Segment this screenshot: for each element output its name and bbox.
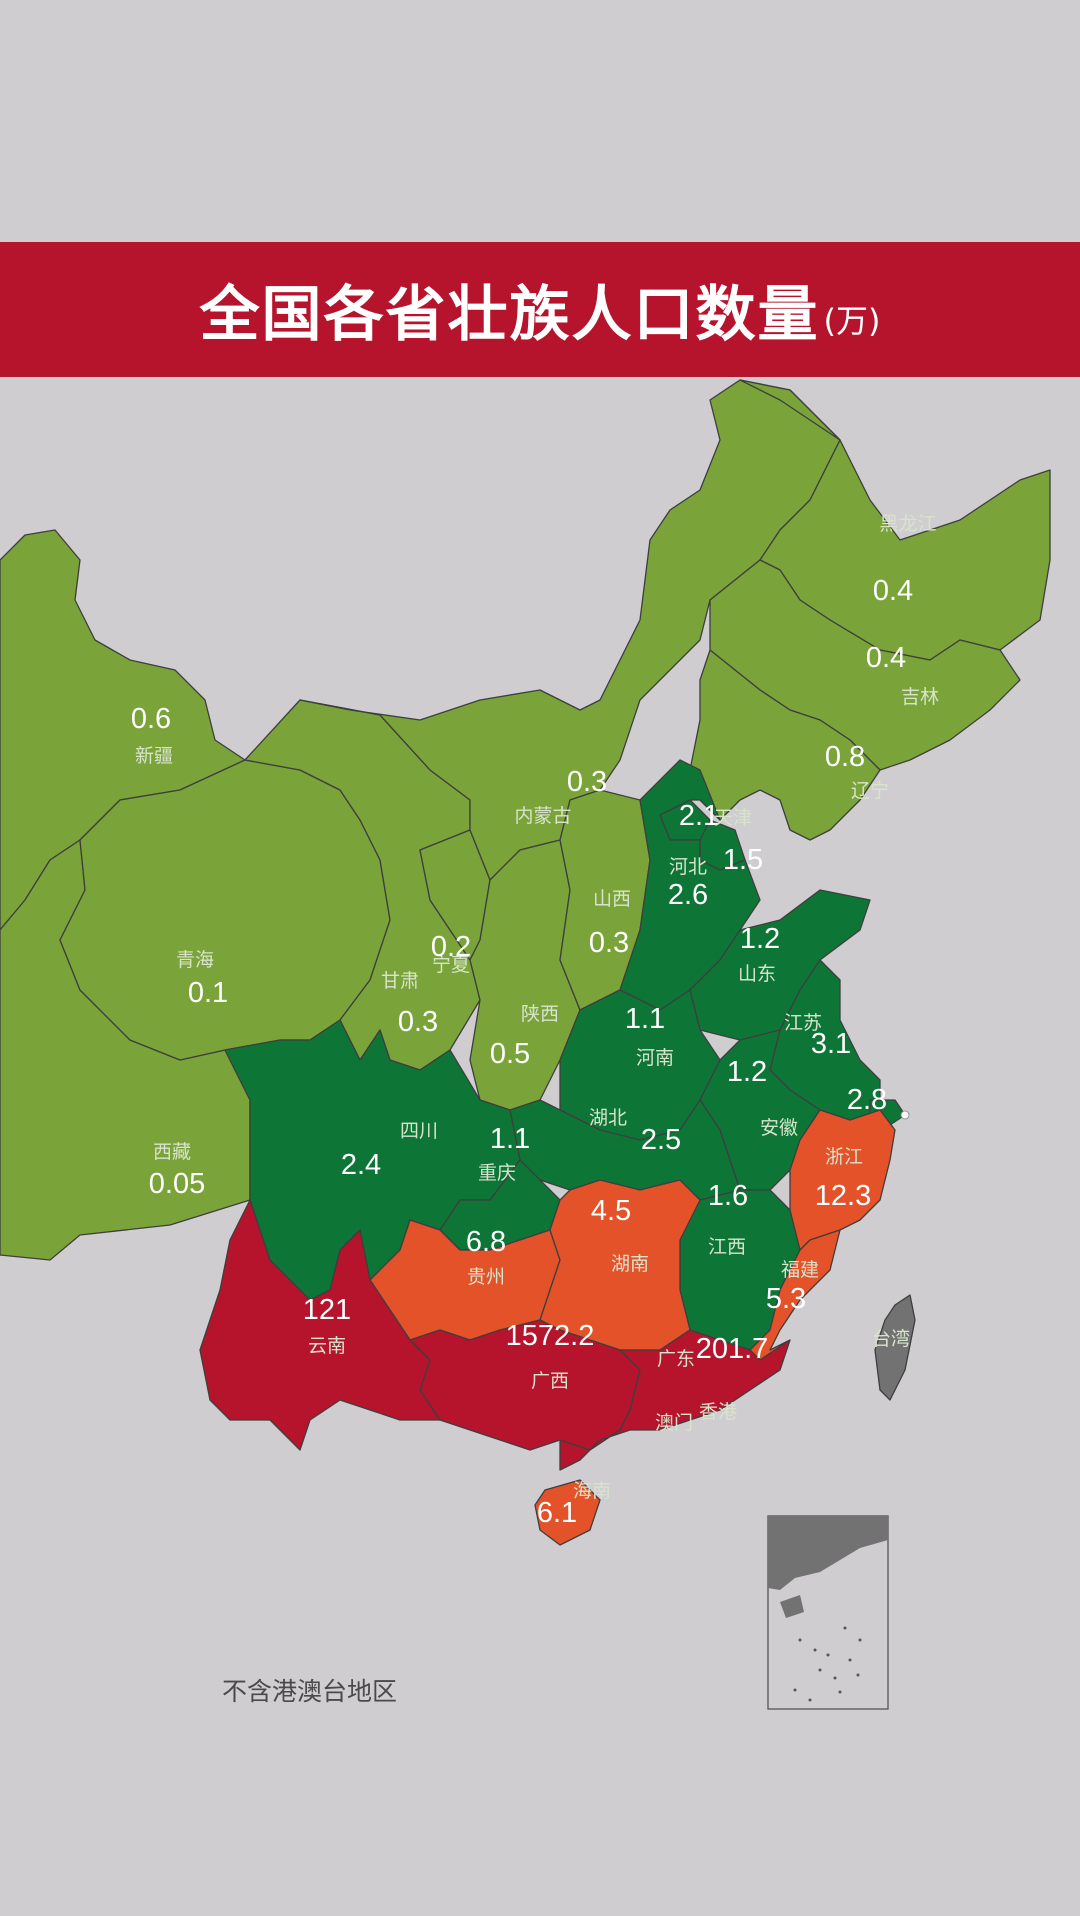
province-name-guizhou: 贵州: [467, 1266, 505, 1288]
province-value-hunan: 4.5: [591, 1195, 631, 1227]
province-name-tianjin: 天津: [714, 807, 752, 829]
province-name-jilin: 吉林: [901, 686, 939, 708]
province-value-jilin: 0.4: [866, 642, 906, 674]
province-name-qinghai: 青海: [176, 949, 214, 971]
province-fujian[interactable]: [749, 1229, 841, 1361]
province-name-shanxi: 山西: [593, 888, 631, 910]
province-name-taiwan: 台湾: [872, 1328, 910, 1350]
province-name-ningxia: 宁夏: [432, 954, 470, 976]
province-name-neimenggu: 内蒙古: [514, 805, 571, 827]
province-hainan[interactable]: [534, 1479, 601, 1546]
province-name-zhejiang: 浙江: [825, 1146, 863, 1168]
province-name-shandong: 山东: [738, 963, 776, 985]
province-value-liaoning: 0.8: [825, 741, 865, 773]
province-value-sichuan: 2.4: [341, 1149, 381, 1181]
province-name-fujian: 福建: [781, 1259, 819, 1281]
province-name-liaoning: 辽宁: [851, 780, 889, 802]
province-name-shaanxi: 陕西: [521, 1003, 559, 1025]
province-value-neimenggu: 0.3: [567, 766, 607, 798]
province-name-xinjiang: 新疆: [135, 745, 173, 767]
province-value-qinghai: 0.1: [188, 977, 228, 1009]
province-value-chongqing: 1.1: [490, 1123, 530, 1155]
province-name-jiangsu: 江苏: [784, 1012, 822, 1034]
province-guangdong[interactable]: [559, 1329, 791, 1471]
region-name-macau: 澳门: [655, 1412, 693, 1434]
province-value-xizang: 0.05: [149, 1168, 205, 1200]
province-value-hubei: 2.5: [641, 1124, 681, 1156]
footnote: 不含港澳台地区: [222, 1677, 398, 1706]
province-name-sichuan: 四川: [400, 1120, 438, 1142]
map-title: 全国各省壮族人口数量: [199, 280, 820, 350]
province-hunan[interactable]: [539, 1179, 701, 1351]
province-name-henan: 河南: [636, 1047, 674, 1069]
province-name-anhui: 安徽: [760, 1117, 798, 1139]
province-value-guangxi: 1572.2: [506, 1320, 595, 1352]
province-value-henan: 1.1: [625, 1003, 665, 1035]
province-value-fujian: 5.3: [766, 1283, 806, 1315]
province-value-jiangxi: 1.6: [708, 1180, 748, 1212]
title-banner: 全国各省壮族人口数量 (万): [0, 242, 1080, 377]
province-taiwan[interactable]: [874, 1294, 916, 1401]
province-name-gansu: 甘肃: [381, 970, 419, 992]
province-value-shanghai: 2.8: [847, 1084, 887, 1116]
province-name-chongqing: 重庆: [478, 1162, 516, 1184]
province-value-guangdong: 201.7: [696, 1333, 769, 1365]
province-value-hainan: 6.1: [537, 1497, 577, 1529]
province-value-tianjin: 1.5: [723, 844, 763, 876]
province-name-jiangxi: 江西: [708, 1236, 746, 1258]
province-value-jiangsu: 3.1: [811, 1028, 851, 1060]
province-value-beijing: 2.1: [679, 800, 719, 832]
province-yunnan[interactable]: [199, 1199, 441, 1451]
south-china-sea-inset: [767, 1515, 889, 1710]
province-value-gansu: 0.3: [398, 1006, 438, 1038]
province-value-guizhou: 6.8: [466, 1226, 506, 1258]
province-value-zhejiang: 12.3: [815, 1180, 871, 1212]
province-name-xizang: 西藏: [153, 1141, 191, 1163]
province-name-hebei: 河北: [669, 856, 707, 878]
province-value-shanxi: 0.3: [589, 927, 629, 959]
province-name-hainan: 海南: [573, 1480, 611, 1502]
province-name-hunan: 湖南: [611, 1253, 649, 1275]
province-value-yunnan: 121: [303, 1294, 351, 1326]
province-name-yunnan: 云南: [308, 1335, 346, 1357]
province-value-xinjiang: 0.6: [131, 703, 171, 735]
province-value-heilongjiang: 0.4: [873, 575, 913, 607]
province-value-shaanxi: 0.5: [490, 1038, 530, 1070]
region-name-hongkong: 香港: [699, 1401, 737, 1423]
island-marker: [900, 1110, 910, 1120]
province-name-hubei: 湖北: [589, 1107, 627, 1129]
map-unit: (万): [823, 301, 881, 340]
province-name-heilongjiang: 黑龙江: [879, 513, 936, 535]
province-value-shandong: 1.2: [740, 923, 780, 955]
province-name-guangxi: 广西: [531, 1370, 569, 1392]
province-value-hebei: 2.6: [668, 879, 708, 911]
province-name-guangdong: 广东: [657, 1348, 695, 1370]
province-value-ningxia: 0.2: [431, 931, 471, 963]
province-value-anhui: 1.2: [727, 1056, 767, 1088]
